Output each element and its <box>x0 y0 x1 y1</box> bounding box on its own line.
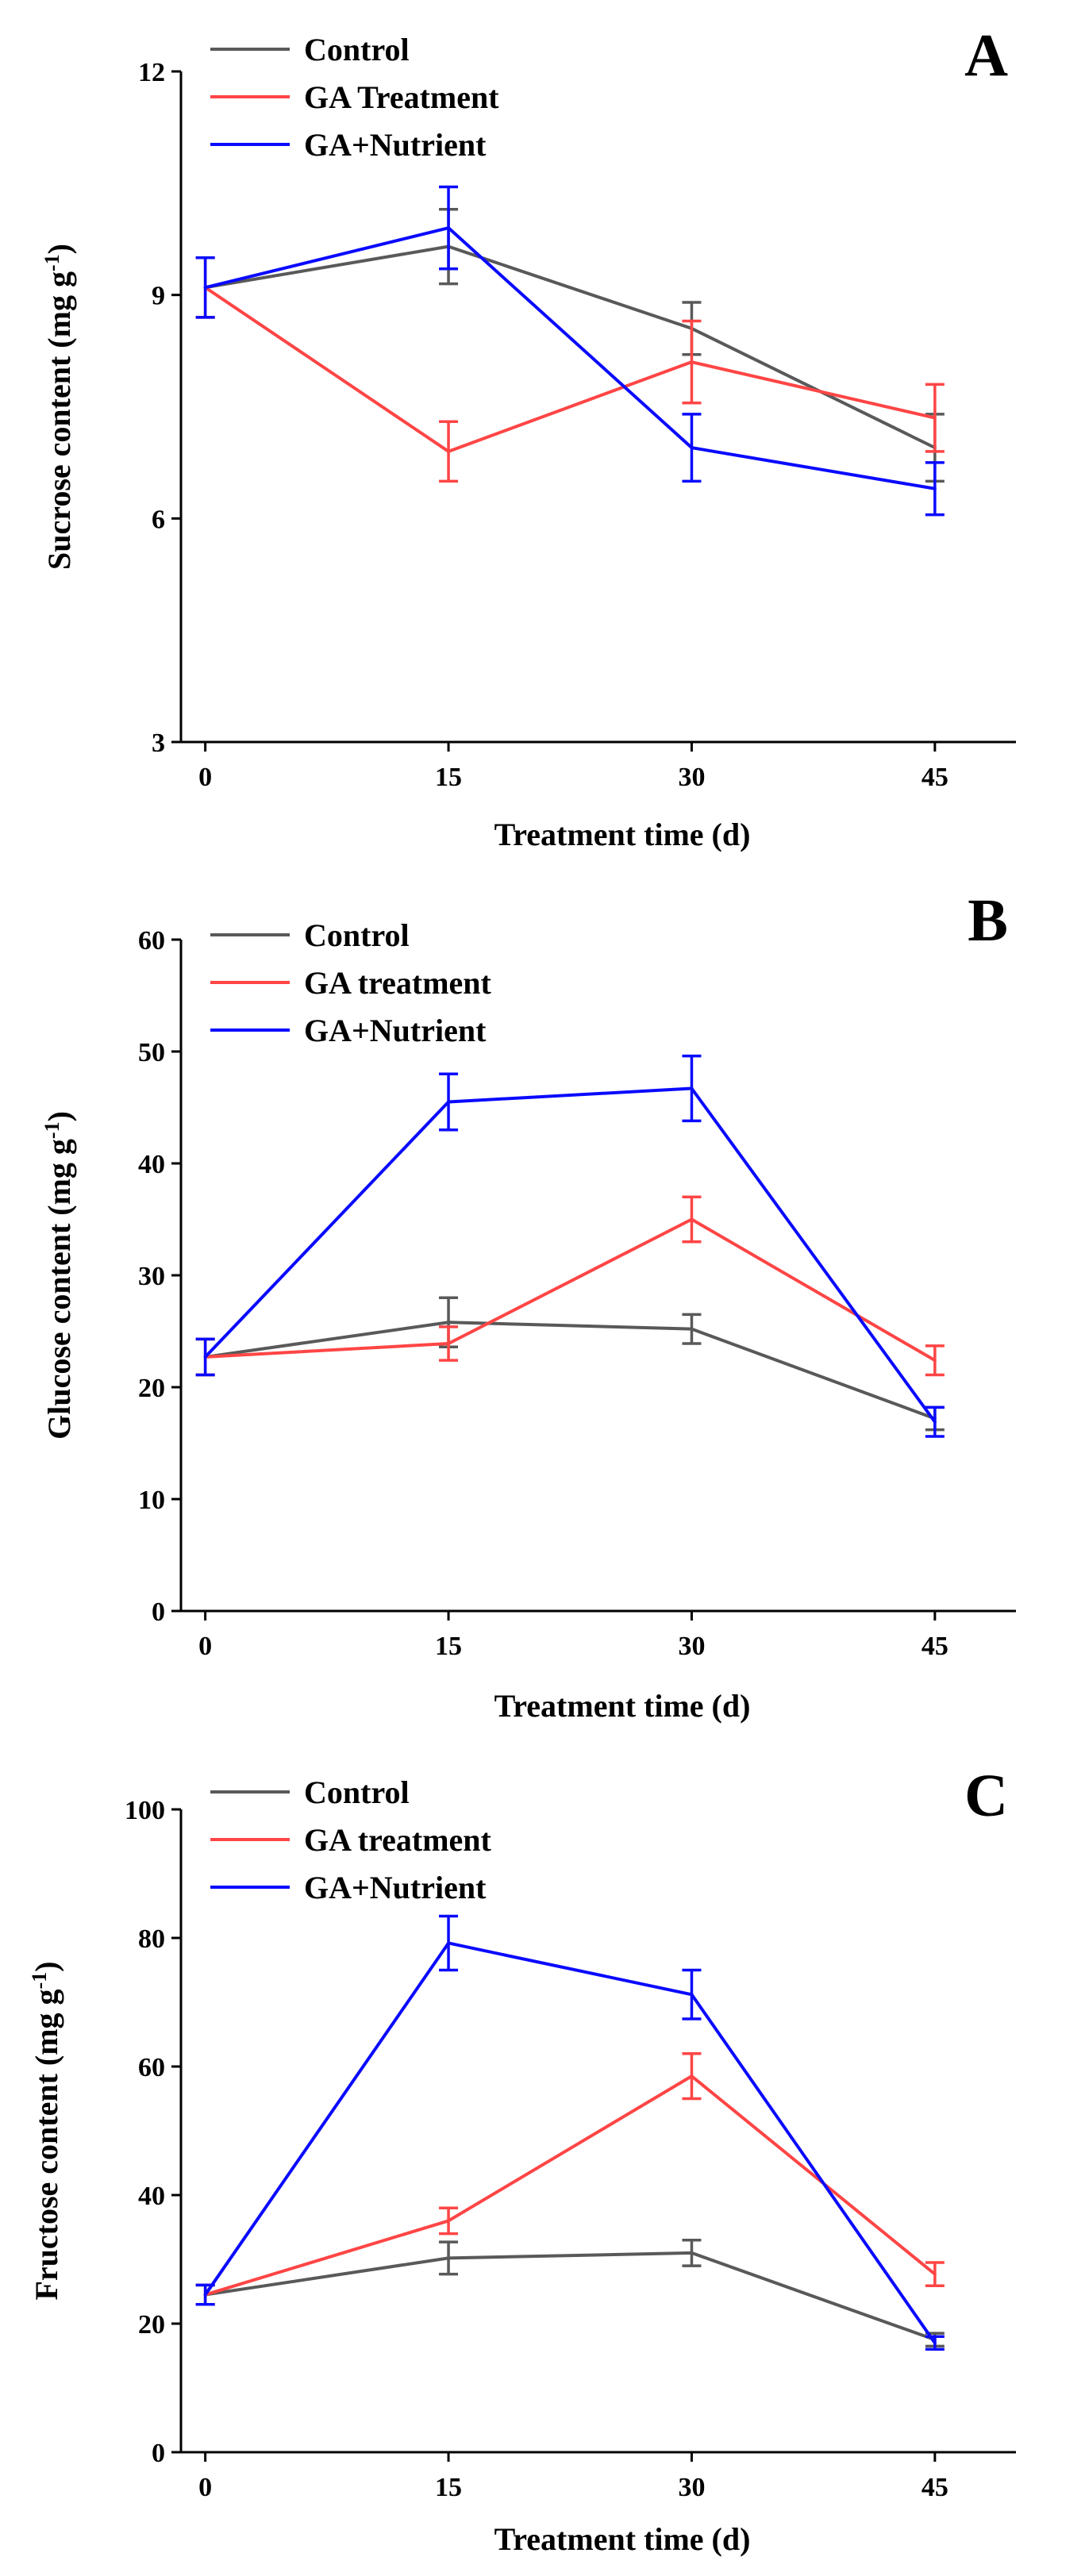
panel-label: A <box>964 22 1008 89</box>
data-point-ga-treatment <box>447 2219 451 2223</box>
data-point-ga-nutrient <box>933 2341 937 2345</box>
series-line-control <box>205 2251 936 2342</box>
series-line-control <box>205 1321 936 1421</box>
y-axis-title-close: ) <box>29 1961 64 1971</box>
y-tick-label: 10 <box>138 1486 165 1515</box>
data-point-ga-treatment <box>690 2074 694 2078</box>
data-point-ga-treatment <box>690 360 694 364</box>
legend-label-ga-treatment: GA treatment <box>304 1822 492 1858</box>
x-tick-label: 45 <box>921 763 948 792</box>
y-axis-title: Fructose content (mg g-1) <box>28 1961 65 2300</box>
x-tick-label: 15 <box>435 1632 462 1661</box>
data-point-ga-treatment <box>447 449 451 453</box>
legend-label-control: Control <box>304 32 410 67</box>
data-point-ga-nutrient <box>447 1100 451 1104</box>
y-tick-label: 50 <box>138 1038 165 1067</box>
y-axis-title-close: ) <box>41 1111 77 1121</box>
data-point-control <box>690 2251 694 2255</box>
series-line-ga-treatment <box>205 2074 937 2297</box>
y-axis-title-main: Fructose content (mg g <box>29 1989 64 2300</box>
x-tick-label: 0 <box>198 763 212 792</box>
y-axis-title-superscript: -1 <box>40 1121 63 1139</box>
x-axis-title: Treatment time (d) <box>494 2521 751 2557</box>
y-axis-title-superscript: -1 <box>40 254 63 271</box>
y-axis-title: Glucose content (mg g-1) <box>40 1111 78 1440</box>
y-tick-label: 20 <box>138 1374 165 1403</box>
y-axis-title-close: ) <box>41 244 77 254</box>
x-axis-title: Treatment time (d) <box>494 1688 751 1724</box>
chart-panel-b: 0 10 20 30 40 50 60 0 15 30 45 Treatment time (d) Gl… <box>40 887 1016 1724</box>
chart-panel-c: 0 20 40 60 80 100 0 15 30 45 Treatment time (d) Fru… <box>28 1763 1016 2557</box>
legend-label-ga-nutrient: GA+Nutrient <box>304 1870 487 1905</box>
y-axis-title: Sucrose content (mg g-1) <box>40 244 78 570</box>
data-point-control <box>690 1327 694 1331</box>
series-line-ga-nutrient <box>203 1941 937 2344</box>
y-tick-label: 100 <box>125 1796 165 1825</box>
y-axis-title-superscript: -1 <box>28 1972 51 1990</box>
y-axis-title-main: Sucrose content (mg g <box>41 271 77 570</box>
legend-label-ga-nutrient: GA+Nutrient <box>304 127 487 163</box>
y-tick-label: 20 <box>138 2310 165 2340</box>
x-tick-label: 15 <box>435 763 462 792</box>
legend-label-ga-treatment: GA treatment <box>304 965 492 1001</box>
data-point-ga-treatment <box>933 2272 937 2276</box>
y-tick-label: 3 <box>152 729 165 758</box>
y-tick-label: 30 <box>138 1262 165 1291</box>
data-point-ga-nutrient <box>203 1355 207 1359</box>
data-point-ga-nutrient <box>690 1993 694 1997</box>
data-point-control <box>447 1321 451 1325</box>
x-tick-label: 0 <box>198 1632 212 1661</box>
data-point-ga-nutrient <box>933 1420 937 1424</box>
y-tick-label: 6 <box>152 505 165 534</box>
series-line-ga-treatment <box>204 286 936 453</box>
data-point-ga-nutrient <box>447 1941 451 1945</box>
legend-label-control: Control <box>304 917 410 953</box>
data-point-ga-nutrient <box>203 2293 207 2297</box>
y-axis-title-main: Glucose content (mg g <box>41 1139 77 1440</box>
y-tick-label: 0 <box>152 1598 165 1627</box>
data-point-control <box>447 2256 451 2260</box>
x-tick-label: 0 <box>198 2473 212 2502</box>
y-tick-label: 9 <box>152 282 165 311</box>
data-point-ga-treatment <box>933 1359 937 1363</box>
panel-label: C <box>964 1763 1008 1829</box>
x-tick-label: 15 <box>435 2473 462 2502</box>
x-tick-label: 30 <box>678 2473 705 2502</box>
legend-label-ga-nutrient: GA+Nutrient <box>304 1013 487 1048</box>
legend-label-control: Control <box>304 1774 410 1810</box>
series-line-ga-treatment <box>205 1217 936 1362</box>
chart-panel-a: 3 6 9 12 0 15 30 45 Treatment time (d) Sucrose co… <box>40 22 1016 852</box>
y-tick-label: 60 <box>138 926 165 955</box>
series-line-control <box>205 244 936 449</box>
data-point-ga-nutrient <box>933 486 937 490</box>
y-tick-label: 80 <box>138 1924 165 1954</box>
legend-label-ga-treatment: GA Treatment <box>304 79 499 115</box>
y-tick-label: 0 <box>152 2439 165 2468</box>
data-point-ga-treatment <box>933 416 937 420</box>
y-tick-label: 40 <box>138 1150 165 1179</box>
panel-label: B <box>968 887 1008 954</box>
x-axis-title: Treatment time (d) <box>494 817 751 852</box>
y-tick-label: 60 <box>138 2053 165 2082</box>
data-point-ga-nutrient <box>203 286 207 290</box>
y-tick-label: 40 <box>138 2182 165 2211</box>
series-line-ga-nutrient <box>205 226 936 490</box>
data-point-ga-nutrient <box>690 1086 694 1090</box>
series-line-ga-nutrient <box>204 1086 937 1423</box>
data-point-ga-nutrient <box>447 226 451 230</box>
x-tick-label: 45 <box>921 2473 948 2502</box>
x-tick-label: 45 <box>921 1632 948 1661</box>
y-tick-label: 12 <box>138 58 165 87</box>
x-tick-label: 30 <box>678 763 705 792</box>
data-point-ga-nutrient <box>690 446 694 450</box>
x-tick-label: 30 <box>678 1632 705 1661</box>
data-point-ga-treatment <box>690 1217 694 1221</box>
data-point-ga-treatment <box>447 1342 451 1346</box>
